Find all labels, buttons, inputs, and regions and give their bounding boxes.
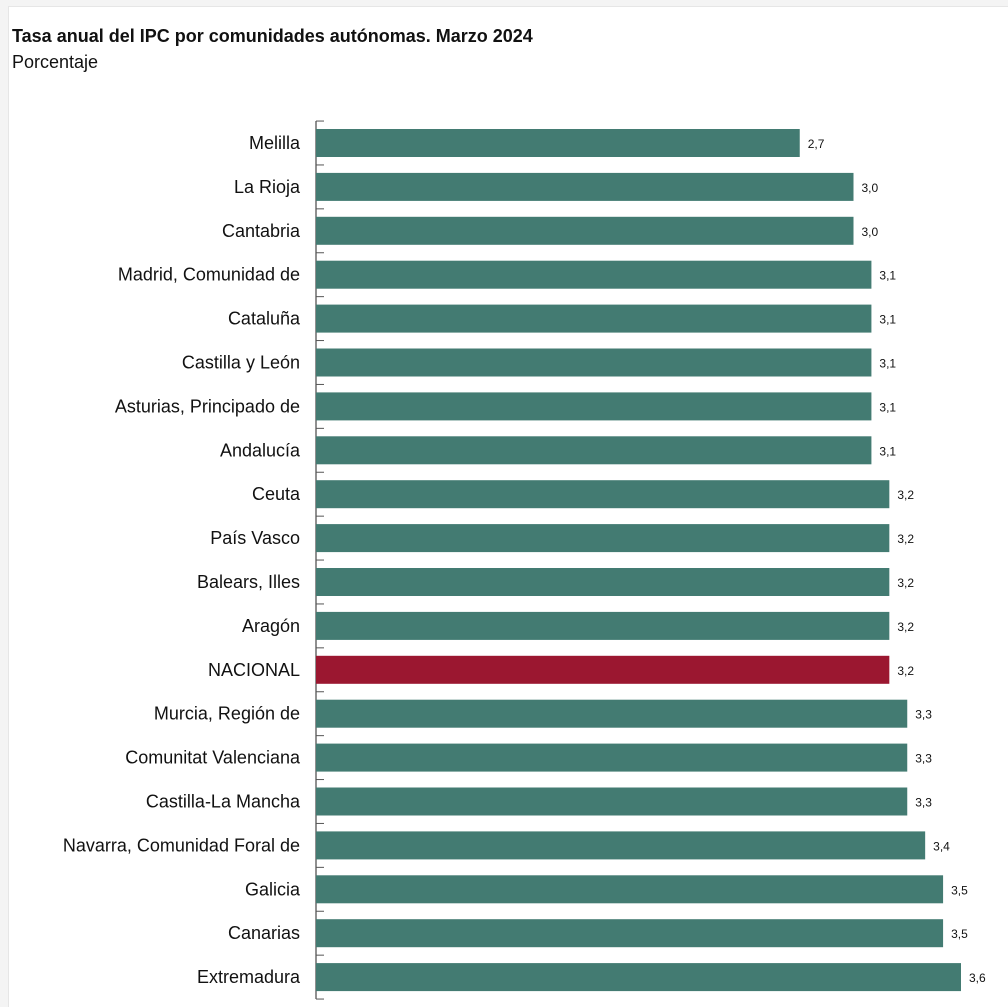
bar xyxy=(316,963,961,992)
category-label: Andalucía xyxy=(220,440,301,460)
category-label: Canarias xyxy=(228,923,300,943)
bar xyxy=(316,787,908,816)
category-label: Castilla-La Mancha xyxy=(146,792,301,812)
value-label: 3,3 xyxy=(915,752,932,766)
value-label: 3,0 xyxy=(862,181,879,195)
bar xyxy=(316,875,944,904)
category-label: Aragón xyxy=(242,616,300,636)
bar xyxy=(316,260,872,289)
bar xyxy=(316,524,890,553)
category-label: Cataluña xyxy=(228,309,301,329)
category-label: Balears, Illes xyxy=(197,572,300,592)
category-label: Navarra, Comunidad Foral de xyxy=(63,835,300,855)
value-label: 3,2 xyxy=(897,664,914,678)
category-label: Asturias, Principado de xyxy=(115,396,300,416)
value-label: 3,1 xyxy=(879,269,896,283)
bar xyxy=(316,129,800,157)
category-label: Extremadura xyxy=(197,967,301,987)
value-label: 3,1 xyxy=(879,400,896,414)
bar xyxy=(316,568,890,596)
value-label: 3,5 xyxy=(951,883,968,897)
value-label: 3,4 xyxy=(933,839,950,853)
value-label: 3,2 xyxy=(897,576,914,590)
value-label: 3,5 xyxy=(951,927,968,941)
bar xyxy=(316,304,872,333)
bar xyxy=(316,919,944,948)
bar xyxy=(316,436,872,465)
chart-subtitle: Porcentaje xyxy=(12,52,99,72)
chart-title: Tasa anual del IPC por comunidades autón… xyxy=(12,26,533,46)
category-label: Comunitat Valenciana xyxy=(125,748,301,768)
category-label: Cantabria xyxy=(222,221,301,241)
category-label: Murcia, Región de xyxy=(154,704,300,724)
bar xyxy=(316,172,854,201)
value-label: 3,2 xyxy=(897,532,914,546)
bar-nacional xyxy=(316,655,890,684)
bar xyxy=(316,831,926,860)
category-label: País Vasco xyxy=(210,528,300,548)
category-label: NACIONAL xyxy=(208,660,300,680)
value-label: 3,1 xyxy=(879,313,896,327)
value-label: 3,2 xyxy=(897,620,914,634)
category-label: Castilla y León xyxy=(182,353,300,373)
bar xyxy=(316,699,908,728)
bar xyxy=(316,743,908,772)
bar xyxy=(316,216,854,245)
value-label: 3,3 xyxy=(915,708,932,722)
bar xyxy=(316,348,872,377)
value-label: 2,7 xyxy=(808,137,825,151)
value-label: 3,6 xyxy=(969,971,986,985)
category-label: Ceuta xyxy=(252,484,301,504)
bar xyxy=(316,480,890,509)
category-label: La Rioja xyxy=(234,177,301,197)
value-label: 3,3 xyxy=(915,796,932,810)
bar xyxy=(316,392,872,421)
value-label: 3,1 xyxy=(879,444,896,458)
value-label: 3,2 xyxy=(897,488,914,502)
category-label: Galicia xyxy=(245,879,301,899)
value-label: 3,1 xyxy=(879,357,896,371)
category-label: Melilla xyxy=(249,133,301,153)
category-label: Madrid, Comunidad de xyxy=(118,265,300,285)
value-label: 3,0 xyxy=(862,225,879,239)
bar xyxy=(316,611,890,640)
